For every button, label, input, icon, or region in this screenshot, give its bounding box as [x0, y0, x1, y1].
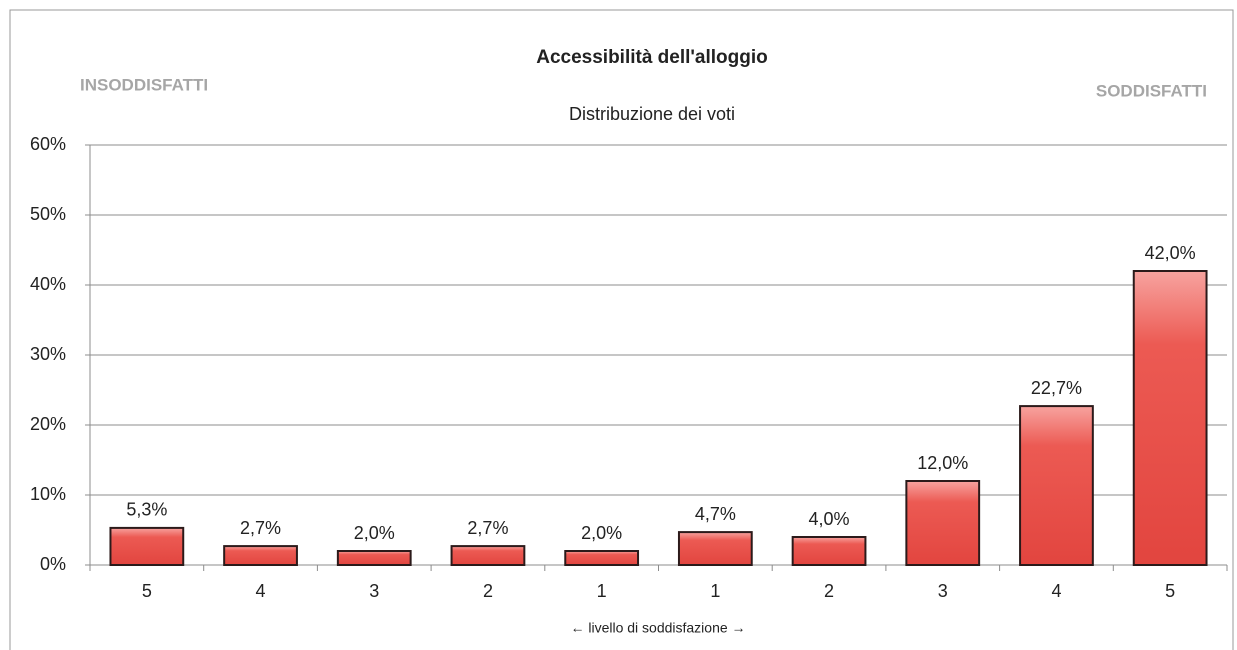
bar [223, 545, 298, 566]
x-tick-label: 5 [142, 581, 152, 601]
bar [564, 550, 640, 566]
x-tick-label: 1 [597, 581, 607, 601]
annotation: INSODDISFATTI [80, 75, 208, 94]
x-axis-label: ← livello di soddisfazione → [570, 620, 745, 636]
y-tick-label: 60% [30, 134, 66, 154]
data-label: 2,7% [240, 518, 281, 538]
data-label: 12,0% [917, 453, 968, 473]
bar [336, 550, 412, 566]
y-tick-label: 40% [30, 274, 66, 294]
y-tick-label: 20% [30, 414, 66, 434]
bar [791, 536, 867, 566]
y-tick-label: 50% [30, 204, 66, 224]
y-tick-label: 30% [30, 344, 66, 364]
data-label: 4,0% [809, 509, 850, 529]
data-label: 2,0% [354, 523, 395, 543]
y-tick-label: 10% [30, 484, 66, 504]
x-tick-label: 3 [369, 581, 379, 601]
bar [450, 545, 526, 566]
x-tick-label: 2 [824, 581, 834, 601]
x-tick-label: 4 [1051, 581, 1061, 601]
bar [905, 480, 981, 566]
x-tick-label: 2 [483, 581, 493, 601]
chart-subtitle: Distribuzione dei voti [569, 104, 735, 124]
data-label: 2,7% [467, 518, 508, 538]
data-label: 5,3% [126, 500, 167, 520]
y-tick-label: 0% [40, 554, 66, 574]
data-label: 22,7% [1031, 378, 1082, 398]
data-label: 4,7% [695, 504, 736, 524]
data-label: 42,0% [1145, 243, 1196, 263]
bar [1132, 270, 1208, 566]
x-tick-label: 4 [256, 581, 266, 601]
bar [109, 526, 185, 567]
bar [677, 531, 753, 566]
annotation: SODDISFATTI [1096, 81, 1207, 100]
x-tick-label: 5 [1165, 581, 1175, 601]
bar [1019, 405, 1094, 566]
chart-frame [9, 9, 1234, 650]
chart-title: Accessibilità dell'alloggio [536, 47, 768, 68]
x-tick-label: 1 [710, 581, 720, 601]
x-tick-label: 3 [938, 581, 948, 601]
data-label: 2,0% [581, 523, 622, 543]
